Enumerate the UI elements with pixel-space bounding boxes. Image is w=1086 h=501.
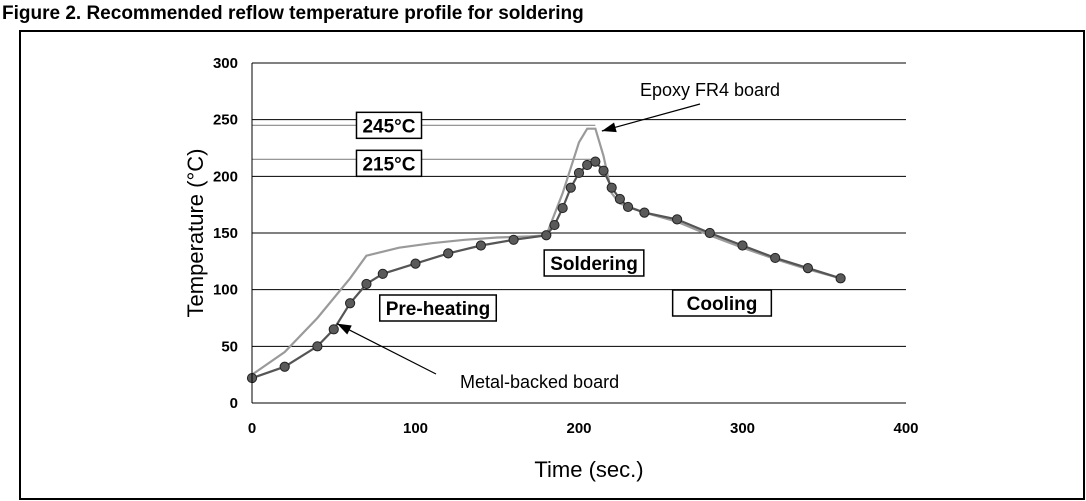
- x-tick-400: 400: [893, 420, 918, 437]
- metal-point-23: [672, 214, 683, 225]
- x-tick-0: 0: [248, 420, 256, 437]
- metal-point-26: [770, 252, 781, 264]
- y-tick-300: 300: [213, 55, 238, 72]
- metal-backed-markers: [246, 156, 846, 384]
- metal-point-13: [557, 202, 568, 214]
- metal-point-5: [361, 278, 372, 290]
- metal-point-28: [835, 273, 846, 284]
- metal-point-8: [443, 248, 454, 259]
- y-tick-250: 250: [213, 112, 238, 129]
- phase-soldering-text: Soldering: [550, 254, 638, 275]
- metal-point-11: [541, 230, 552, 241]
- metal-point-20: [614, 193, 625, 205]
- metal-point-21: [622, 201, 634, 213]
- y-tick-50: 50: [221, 338, 238, 355]
- ref-label-245-text: 245°C: [362, 116, 415, 137]
- y-axis-label: Temperature (°C): [183, 149, 208, 318]
- plot-area: 0 50 100 150 200 250 300 0 100 200 300 400: [213, 55, 919, 437]
- metal-point-27: [802, 263, 814, 274]
- figure-frame: [19, 30, 1085, 500]
- metal-point-7: [410, 258, 421, 269]
- phase-cooling: Cooling: [671, 289, 773, 317]
- reference-lines: [252, 124, 596, 160]
- annotation-epoxy-arrowhead: [601, 122, 617, 133]
- metal-point-17: [590, 156, 601, 167]
- metal-point-14: [565, 182, 576, 193]
- ref-label-215-text: 215°C: [362, 154, 415, 175]
- metal-point-18: [598, 165, 609, 176]
- ref-label-245-box: [355, 111, 423, 140]
- x-tick-300: 300: [730, 420, 755, 437]
- y-tick-labels: 0 50 100 150 200 250 300: [213, 55, 238, 412]
- phase-soldering: Soldering: [543, 249, 645, 277]
- annotation-epoxy: Epoxy FR4 board: [640, 80, 780, 100]
- x-axis-label: Time (sec.): [534, 457, 643, 482]
- metal-point-19: [606, 182, 617, 193]
- metal-point-25: [737, 240, 748, 251]
- annotation-metal-arrowhead: [337, 323, 352, 335]
- figure-caption: Figure 2. Recommended reflow temperature…: [2, 3, 584, 24]
- metal-point-2: [312, 341, 323, 352]
- x-tick-100: 100: [403, 420, 428, 437]
- y-tick-150: 150: [213, 225, 238, 242]
- y-tick-0: 0: [230, 395, 238, 412]
- y-tick-100: 100: [213, 282, 238, 299]
- gridlines: [252, 62, 906, 404]
- metal-point-15: [573, 167, 585, 179]
- phase-soldering-box: [543, 249, 645, 277]
- metal-point-4: [345, 298, 356, 309]
- ref-label-245: 245°C: [355, 111, 423, 140]
- metal-point-12: [549, 219, 560, 231]
- metal-point-24: [704, 227, 715, 239]
- metal-point-9: [475, 240, 486, 251]
- metal-point-10: [508, 234, 519, 245]
- phase-preheating: Pre-heating: [378, 294, 498, 322]
- ref-label-215-box: [355, 149, 423, 178]
- ref-label-215: 215°C: [355, 149, 423, 178]
- y-tick-200: 200: [213, 168, 238, 185]
- phase-preheating-box: [378, 294, 498, 322]
- metal-point-22: [639, 207, 650, 218]
- metal-point-3: [328, 324, 339, 335]
- x-tick-200: 200: [566, 420, 591, 437]
- annotation-metal-arrow: [336, 323, 437, 375]
- annotation-metal: Metal-backed board: [460, 372, 619, 392]
- phase-cooling-box: [671, 289, 773, 317]
- annotation-epoxy-arrow: [601, 103, 701, 132]
- phase-cooling-text: Cooling: [687, 294, 758, 315]
- metal-point-6: [377, 268, 388, 279]
- phase-preheating-text: Pre-heating: [386, 299, 491, 320]
- x-tick-labels: 0 100 200 300 400: [248, 420, 919, 437]
- metal-point-1: [279, 361, 290, 372]
